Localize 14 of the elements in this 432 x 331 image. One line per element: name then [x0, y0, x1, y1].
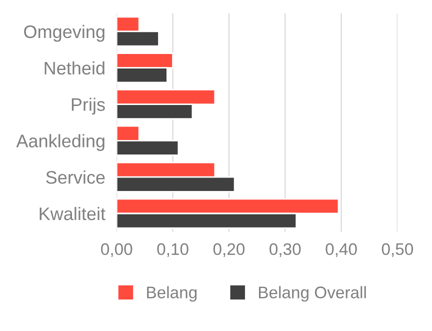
- x-tick-label: 0,40: [326, 243, 357, 258]
- y-tick-label: Kwaliteit: [40, 206, 106, 220]
- y-tick-label: Prijs: [72, 98, 105, 115]
- x-tick-label: 0,20: [213, 243, 245, 258]
- x-tick-label: 0,00: [101, 243, 132, 258]
- x-tick-label: 0,50: [382, 243, 414, 258]
- y-tick-label: Aankleding: [16, 134, 104, 151]
- x-tick-label: 0,10: [157, 243, 188, 258]
- legend-label: Belang: [147, 286, 197, 302]
- y-tick-label: Omgeving: [24, 24, 104, 42]
- x-tick-label: 0,30: [270, 243, 301, 258]
- y-tick-label: Netheid: [44, 61, 104, 75]
- legend-label: Belang Overall: [258, 286, 366, 302]
- y-tick-label: Service: [46, 170, 105, 184]
